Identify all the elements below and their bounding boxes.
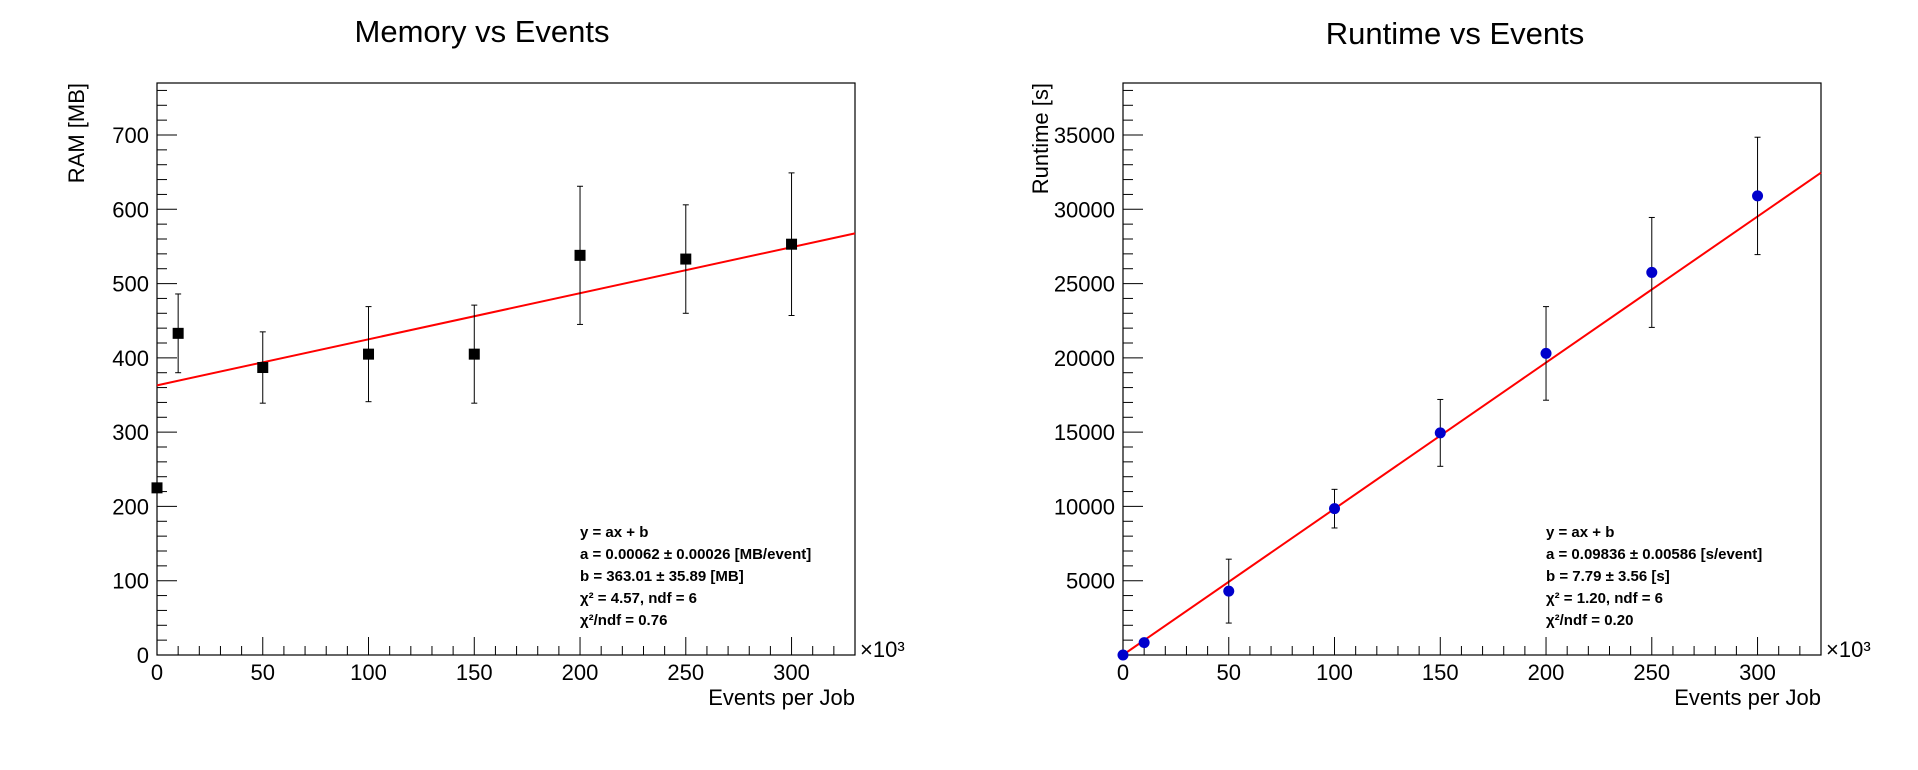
fit-stat-line: b = 363.01 ± 35.89 [MB] <box>580 568 744 585</box>
y-tick-label: 500 <box>112 272 149 297</box>
y-tick-label: 700 <box>112 123 149 148</box>
fit-line <box>156 232 856 387</box>
y-tick-label: 20000 <box>1054 346 1115 371</box>
x-tick-label: 250 <box>667 660 704 685</box>
data-point <box>1223 585 1235 597</box>
x-tick-label: 50 <box>251 660 275 685</box>
data-point <box>1752 190 1764 202</box>
x-tick-label: 150 <box>456 660 493 685</box>
data-point <box>151 482 163 494</box>
y-tick-label: 300 <box>112 420 149 445</box>
data-point <box>1434 427 1446 439</box>
fit-stat-line: a = 0.00062 ± 0.00026 [MB/event] <box>580 546 811 563</box>
data-point <box>1329 503 1341 515</box>
fit-stat-line: χ²/ndf = 0.76 <box>580 612 667 629</box>
x-tick-label: 150 <box>1422 660 1459 685</box>
data-point <box>468 348 480 360</box>
fit-stat-line: χ² = 4.57, ndf = 6 <box>580 590 697 607</box>
data-point <box>1646 266 1658 278</box>
data-point <box>363 348 375 360</box>
x-axis-multiplier: ×10³ <box>860 637 905 662</box>
fit-stat-line: χ²/ndf = 0.20 <box>1546 612 1633 629</box>
fit-stat-line: a = 0.09836 ± 0.00586 [s/event] <box>1546 546 1762 563</box>
data-point <box>1117 649 1129 661</box>
data-point <box>574 249 586 261</box>
y-tick-label: 100 <box>112 569 149 594</box>
x-tick-label: 200 <box>562 660 599 685</box>
x-axis-label: Events per Job <box>708 685 855 710</box>
fit-stat-line: y = ax + b <box>1546 524 1614 541</box>
y-tick-label: 15000 <box>1054 420 1115 445</box>
plot-frame <box>156 82 856 656</box>
x-axis-multiplier: ×10³ <box>1826 637 1871 662</box>
runtime-chart: Runtime vs Events Runtime [s] Events per J… <box>1028 16 1871 710</box>
y-tick-label: 200 <box>112 494 149 519</box>
x-tick-label: 50 <box>1217 660 1241 685</box>
y-tick-label: 25000 <box>1054 272 1115 297</box>
x-tick-label: 250 <box>1633 660 1670 685</box>
chart-title: Runtime vs Events <box>1326 16 1584 51</box>
data-point <box>172 327 184 339</box>
y-tick-label: 35000 <box>1054 123 1115 148</box>
y-tick-label: 5000 <box>1066 569 1115 594</box>
data-point <box>1138 637 1150 649</box>
fit-stat-line: b = 7.79 ± 3.56 [s] <box>1546 568 1670 585</box>
data-point <box>1540 347 1552 359</box>
memory-chart: Memory vs Events RAM [MB] Events per Job×1… <box>64 14 905 710</box>
x-tick-label: 200 <box>1528 660 1565 685</box>
x-tick-label: 100 <box>350 660 387 685</box>
y-tick-label: 30000 <box>1054 197 1115 222</box>
y-tick-label: 400 <box>112 346 149 371</box>
x-tick-label: 100 <box>1316 660 1353 685</box>
x-tick-label: 300 <box>1739 660 1776 685</box>
x-tick-label: 0 <box>151 660 163 685</box>
y-axis-label: RAM [MB] <box>64 83 89 183</box>
y-tick-label: 0 <box>137 643 149 668</box>
fit-stat-line: χ² = 1.20, ndf = 6 <box>1546 590 1663 607</box>
fit-stat-line: y = ax + b <box>580 524 648 541</box>
fit-line <box>1122 171 1822 656</box>
data-point <box>257 362 269 374</box>
plot-frame <box>1122 82 1822 656</box>
data-point <box>680 253 692 265</box>
chart-title: Memory vs Events <box>355 14 610 49</box>
data-point <box>786 238 798 250</box>
x-axis-label: Events per Job <box>1674 685 1821 710</box>
x-tick-label: 300 <box>773 660 810 685</box>
y-tick-label: 10000 <box>1054 494 1115 519</box>
y-axis-label: Runtime [s] <box>1028 83 1053 194</box>
x-tick-label: 0 <box>1117 660 1129 685</box>
y-tick-label: 600 <box>112 197 149 222</box>
